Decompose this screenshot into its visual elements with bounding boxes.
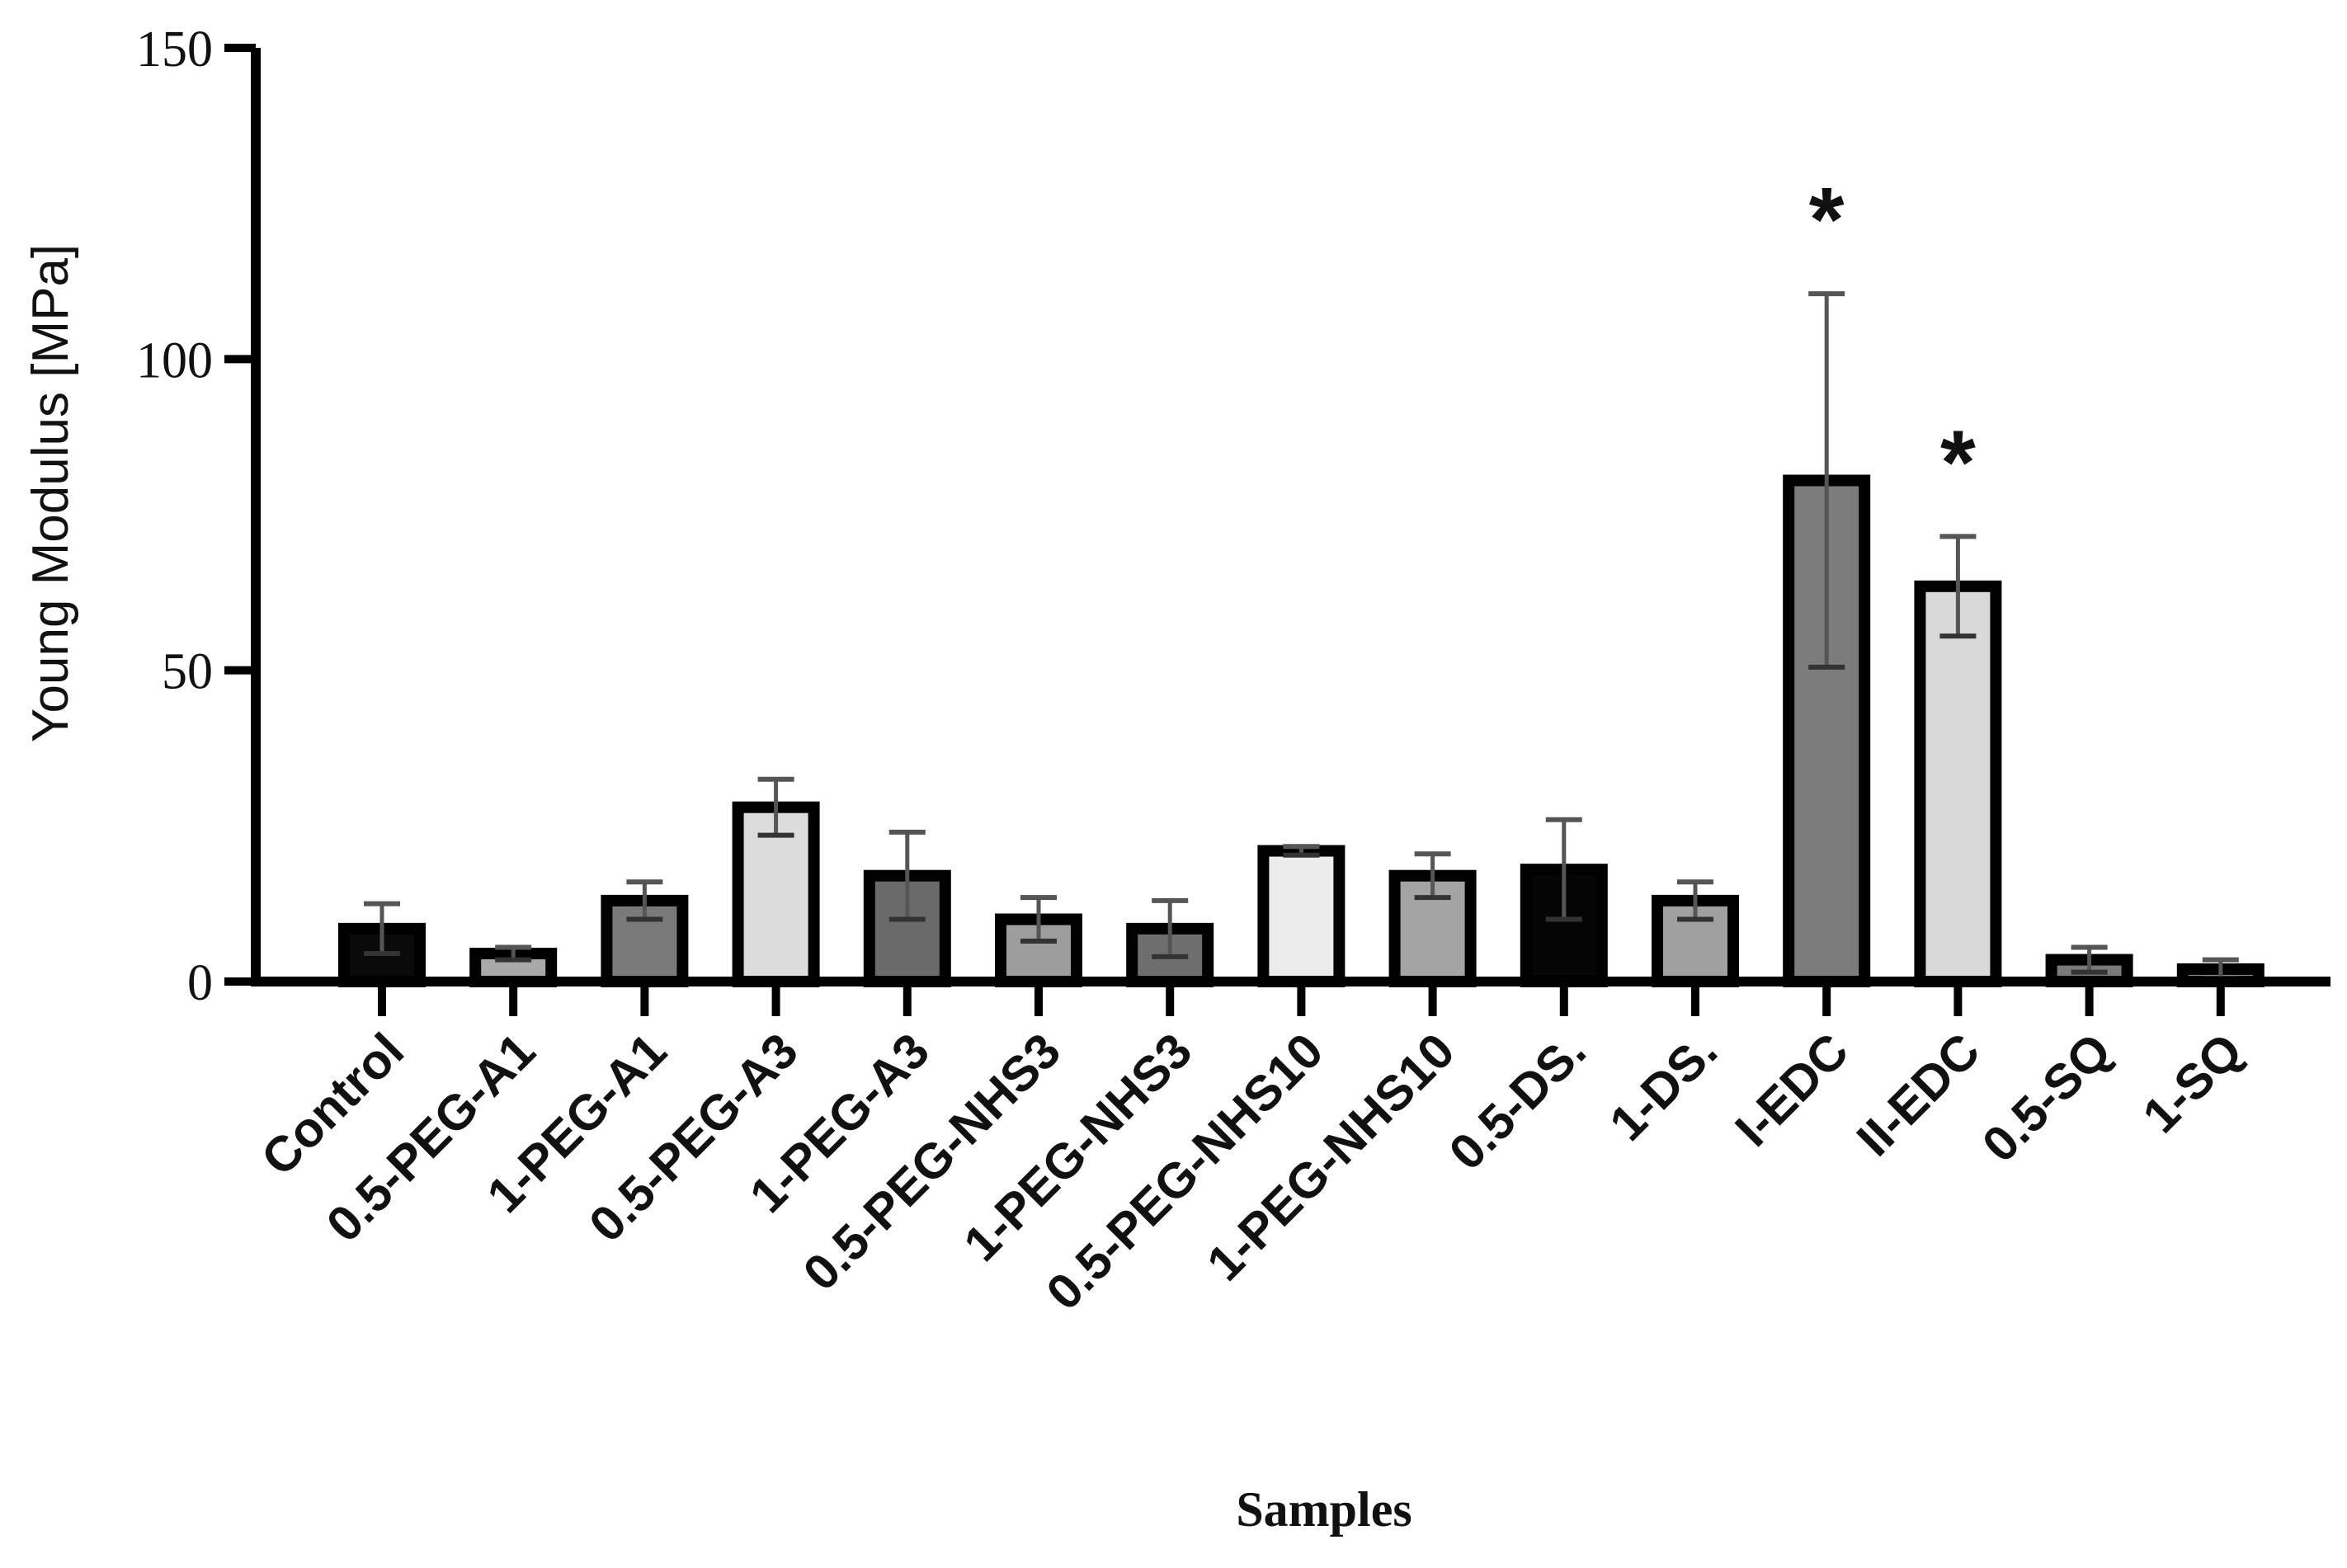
error-bar-11 xyxy=(1808,291,1845,670)
x-category-label: 0.5-DS. xyxy=(1439,1023,1596,1180)
x-category-label: 1-SQ xyxy=(2133,1023,2253,1143)
bar-0-5-peg-a3 xyxy=(732,801,820,988)
error-bar-7 xyxy=(1283,844,1320,858)
error-bar-3 xyxy=(757,776,794,838)
error-bar-10 xyxy=(1677,879,1713,922)
error-bar-5 xyxy=(1020,895,1057,944)
y-tick-label-100: 100 xyxy=(136,332,213,388)
error-bar-2 xyxy=(626,879,663,922)
y-tick-label-150: 150 xyxy=(136,21,213,78)
x-category-label: 1-PEG-NHS3 xyxy=(953,1023,1202,1272)
x-axis-title: Samples xyxy=(1236,1482,1411,1537)
error-bar-9 xyxy=(1545,817,1582,922)
error-bar-8 xyxy=(1414,851,1451,901)
y-tick-label-0: 0 xyxy=(187,955,213,1011)
significance-star: * xyxy=(1809,169,1845,271)
x-category-label: II-EDC xyxy=(1846,1023,1991,1167)
error-bars-layer xyxy=(364,291,2239,982)
significance-star: * xyxy=(1940,412,1976,513)
y-tick-label-50: 50 xyxy=(162,644,213,700)
x-category-label: 0.5-SQ xyxy=(1972,1023,2122,1173)
error-bar-13 xyxy=(2071,944,2108,975)
error-bar-6 xyxy=(1152,897,1189,959)
y-axis-title: Young Modulus [MPa] xyxy=(22,244,79,742)
x-category-label: 1-DS. xyxy=(1599,1023,1727,1151)
axes-layer xyxy=(224,44,2331,1016)
bars-layer xyxy=(338,474,2265,988)
error-bar-4 xyxy=(888,829,926,922)
error-bar-12 xyxy=(1939,534,1977,639)
bar-0-5-peg-nhs10 xyxy=(1257,845,1346,988)
error-bar-1 xyxy=(495,944,532,963)
bar-ii-edc xyxy=(1914,580,2002,988)
error-bar-0 xyxy=(364,901,400,957)
x-category-label: I-EDC xyxy=(1725,1023,1859,1157)
